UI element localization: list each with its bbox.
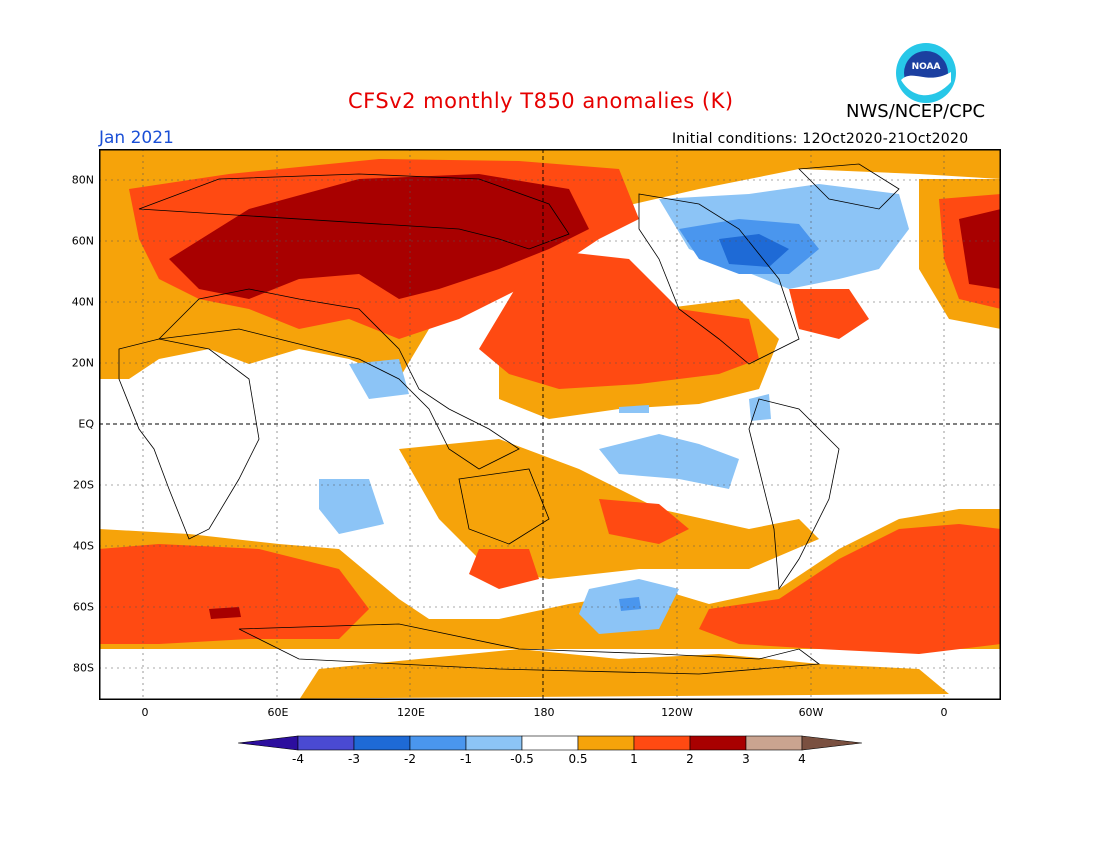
y-tick-label: EQ [78, 417, 94, 431]
colorbar-swatch [521, 735, 579, 751]
y-tick-label: 60S [73, 600, 94, 614]
x-tick-label: 0 [141, 706, 149, 719]
y-tick-label: 60N [71, 234, 94, 248]
y-tick-label: 20S [73, 478, 94, 492]
colorbar-tick-label: 3 [742, 752, 750, 766]
initial-conditions: Initial conditions: 12Oct2020-21Oct2020 [672, 131, 969, 147]
colorbar-swatch [409, 735, 467, 751]
colorbar-swatch [633, 735, 691, 751]
colorbar-swatch [465, 735, 523, 751]
colorbar-tick-label: 2 [686, 752, 694, 766]
x-tick-label: 120W [661, 706, 693, 719]
equator-dateline [99, 149, 1001, 700]
y-tick-label: 40N [71, 295, 94, 309]
colorbar-swatch [577, 735, 635, 751]
colorbar-tick-label: -4 [292, 752, 304, 766]
coastlines [118, 163, 900, 675]
y-tick-label: 80N [71, 173, 94, 187]
y-tick-label: 40S [73, 539, 94, 553]
colorbar-tick-label: 4 [798, 752, 806, 766]
colorbar [237, 734, 863, 754]
anomaly-map [99, 149, 1001, 700]
colorbar-swatch [689, 735, 747, 751]
colorbar-tick-label: -0.5 [510, 752, 534, 766]
grid-lines [99, 149, 1001, 700]
colorbar-tick-label: -1 [460, 752, 472, 766]
map-title: CFSv2 monthly T850 anomalies (K) [348, 89, 734, 113]
y-tick-label: 20N [71, 356, 94, 370]
colorbar-extend-high [801, 735, 863, 751]
colorbar-tick-label: 0.5 [568, 752, 588, 766]
x-tick-label: 180 [533, 706, 555, 719]
colorbar-swatch [353, 735, 411, 751]
anomaly-field-hot [169, 174, 1001, 619]
colorbar-tick-label: 1 [630, 752, 638, 766]
x-tick-label: 120E [397, 706, 425, 719]
anomaly-field-cold [719, 234, 789, 267]
colorbar-tick-label: -2 [404, 752, 416, 766]
agency-label: NWS/NCEP/CPC [846, 101, 986, 122]
colorbar-swatch [745, 735, 803, 751]
logo-text: NOAA [912, 62, 941, 72]
noaa-logo: NOAA [895, 42, 957, 104]
colorbar-extend-low [237, 735, 299, 751]
x-tick-label: 60W [798, 706, 824, 719]
x-tick-label: 60E [267, 706, 289, 719]
y-tick-label: 80S [73, 661, 94, 675]
x-tick-label: 0 [940, 706, 948, 719]
colorbar-tick-label: -3 [348, 752, 360, 766]
forecast-month: Jan 2021 [99, 128, 174, 148]
colorbar-swatch [297, 735, 355, 751]
